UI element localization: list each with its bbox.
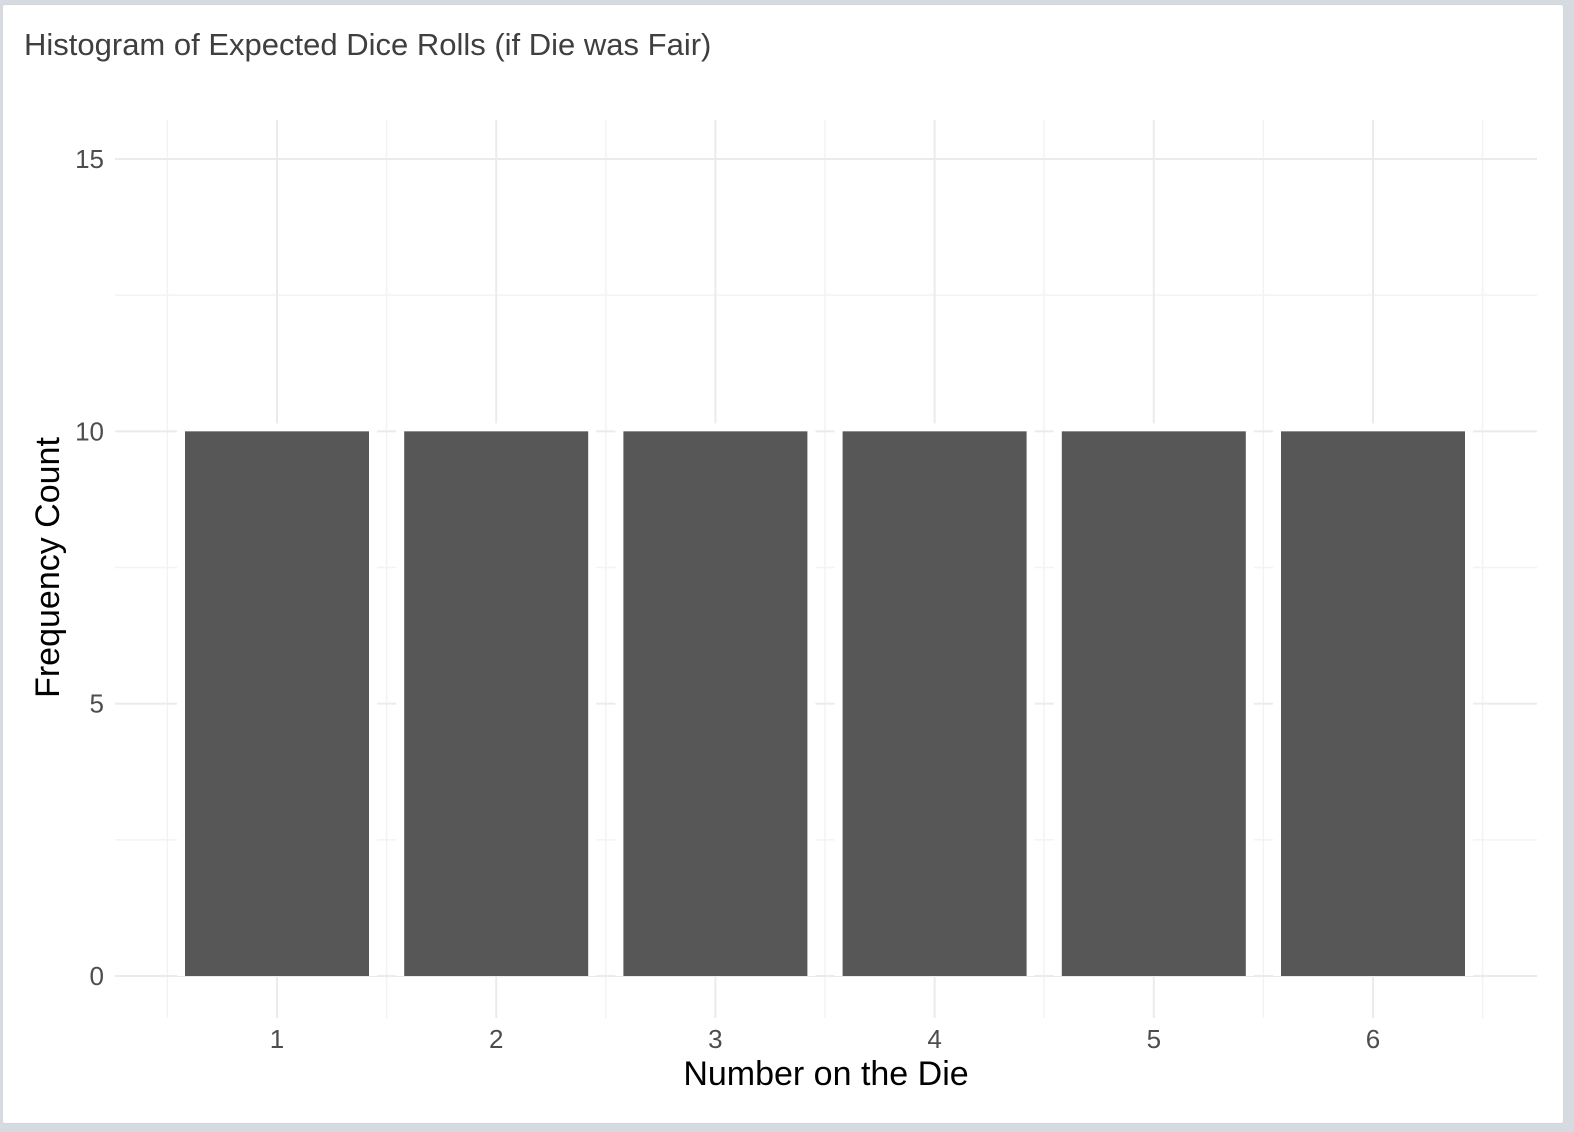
y-tick-label: 15 — [75, 144, 104, 174]
x-tick-label: 5 — [1147, 1024, 1161, 1054]
y-axis-ticks: 0 5 10 15 — [75, 144, 104, 991]
x-tick-label: 1 — [270, 1024, 284, 1054]
y-tick-label: 10 — [75, 416, 104, 446]
panel-title: Histogram of Expected Dice Rolls (if Die… — [24, 27, 712, 62]
bar-6 — [1281, 431, 1465, 976]
y-tick-label: 0 — [90, 961, 104, 991]
bar-4 — [842, 431, 1027, 976]
bar-3 — [623, 431, 808, 976]
x-tick-label: 2 — [489, 1024, 503, 1054]
bar-layer — [177, 423, 1473, 976]
bar-5 — [1061, 431, 1246, 976]
histogram-chart: 0 5 10 15 1 2 3 4 5 6 Number on the Die Frequenc… — [29, 120, 1537, 1093]
y-tick-label: 5 — [90, 689, 104, 719]
bar-2 — [404, 431, 589, 976]
x-axis-title: Number on the Die — [683, 1055, 968, 1093]
chart-panel: Histogram of Expected Dice Rolls (if Die… — [2, 4, 1564, 1124]
x-tick-label: 6 — [1366, 1024, 1380, 1054]
x-tick-label: 3 — [708, 1024, 722, 1054]
x-tick-label: 4 — [927, 1024, 941, 1054]
bar-1 — [185, 431, 369, 976]
y-axis-title: Frequency Count — [29, 437, 67, 698]
x-axis-ticks: 1 2 3 4 5 6 — [270, 1024, 1380, 1054]
